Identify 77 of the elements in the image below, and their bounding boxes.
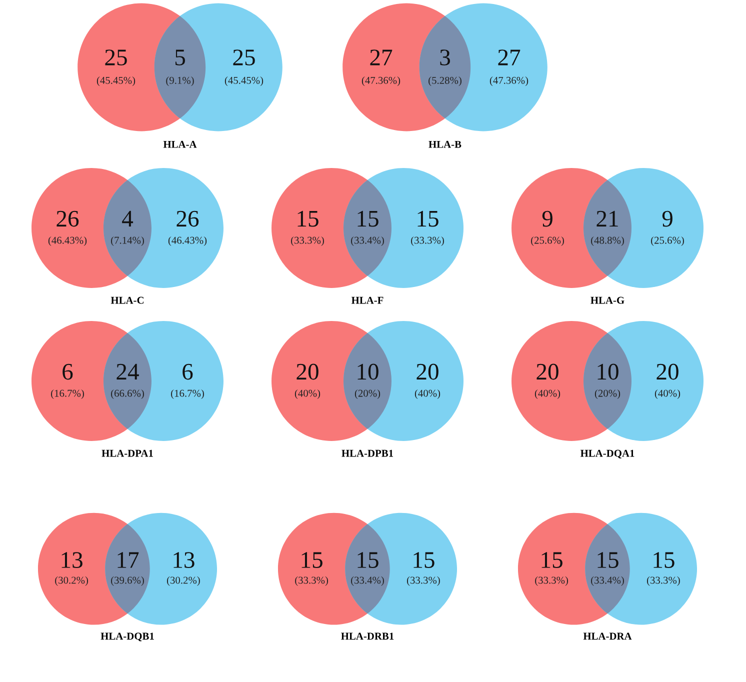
data-label: 20 xyxy=(656,364,678,380)
text: (5.28%) xyxy=(428,76,462,86)
data-label: 24 xyxy=(116,364,139,380)
data-label: 9 xyxy=(662,210,672,227)
data-label: 6 xyxy=(62,364,73,380)
data-label: 15 xyxy=(358,552,378,568)
data-label: 27 xyxy=(370,50,392,66)
text: (46.43%) xyxy=(168,236,207,246)
data-label: 15 xyxy=(598,552,618,568)
text: HLA-C xyxy=(110,296,144,304)
text: (16.7%) xyxy=(171,389,204,399)
text: (33.3%) xyxy=(406,576,440,586)
text: HLA-F xyxy=(351,296,384,304)
text: HLA-DPA1 xyxy=(102,450,153,457)
data-label: 25 xyxy=(105,50,127,66)
text: (45.45%) xyxy=(96,76,136,86)
data-label: 25 xyxy=(233,50,255,66)
text: HLA-DQA1 xyxy=(580,450,634,458)
text: (20%) xyxy=(594,389,620,399)
text: (47.36%) xyxy=(362,76,400,86)
text: (47.36%) xyxy=(490,76,528,86)
data-label: 10 xyxy=(358,364,378,380)
text: (25.6%) xyxy=(531,236,564,246)
data-label: 10 xyxy=(598,364,618,380)
text: HLA-DRA xyxy=(583,632,632,640)
data-label: 27 xyxy=(498,50,520,66)
data-label: 15 xyxy=(298,210,318,227)
text: HLA-G xyxy=(590,296,624,304)
data-label: 15 xyxy=(654,552,674,568)
text: (33.3%) xyxy=(646,576,680,586)
text: (66.6%) xyxy=(111,389,144,399)
data-label: 5 xyxy=(175,50,185,66)
data-label: 20 xyxy=(536,364,558,380)
data-label: 6 xyxy=(182,364,193,380)
data-label: 13 xyxy=(62,552,82,568)
text: (30.2%) xyxy=(166,576,200,586)
data-label: 21 xyxy=(596,210,618,226)
data-label: 17 xyxy=(118,552,139,568)
text: (40%) xyxy=(534,389,560,399)
text: (40%) xyxy=(414,389,440,399)
text: (33.3%) xyxy=(411,236,444,246)
text: (16.7%) xyxy=(51,389,84,399)
text: (39.6%) xyxy=(111,576,144,586)
text: (20%) xyxy=(354,389,380,399)
data-label: 15 xyxy=(542,552,562,568)
data-label: 15 xyxy=(414,552,434,568)
text: HLA-B xyxy=(428,140,462,148)
text: (9.1%) xyxy=(166,76,194,86)
data-label: 15 xyxy=(302,552,322,568)
text: (46.43%) xyxy=(48,236,87,246)
text: HLA-A xyxy=(163,140,197,148)
data-label: 26 xyxy=(56,210,79,227)
text: HLA-DPB1 xyxy=(342,450,394,457)
text: (33.4%) xyxy=(351,576,384,586)
data-label: 9 xyxy=(542,210,552,227)
data-label: 4 xyxy=(122,210,134,226)
text: (40%) xyxy=(654,389,680,399)
text: (33.3%) xyxy=(291,236,324,246)
data-label: 15 xyxy=(418,210,438,227)
text: (33.4%) xyxy=(591,576,624,586)
data-label: 3 xyxy=(440,50,450,66)
text: (30.2%) xyxy=(55,576,88,586)
data-label: 20 xyxy=(416,364,438,380)
text: (45.45%) xyxy=(224,76,264,86)
text: (40%) xyxy=(294,389,320,399)
text: (33.3%) xyxy=(295,576,328,586)
text: (7.14%) xyxy=(111,236,144,246)
text: (33.4%) xyxy=(351,236,384,246)
text: HLA-DQB1 xyxy=(100,632,154,642)
text: (25.6%) xyxy=(651,236,684,246)
text: (33.3%) xyxy=(535,576,568,586)
text: HLA-DRB1 xyxy=(341,632,394,640)
data-label: 26 xyxy=(176,210,199,227)
data-label: 20 xyxy=(296,364,318,380)
text: (48.8%) xyxy=(591,236,624,246)
data-label: 15 xyxy=(358,210,378,227)
data-label: 13 xyxy=(174,552,194,568)
